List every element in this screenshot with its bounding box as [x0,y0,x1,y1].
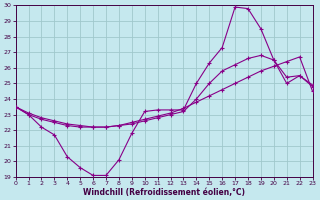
X-axis label: Windchill (Refroidissement éolien,°C): Windchill (Refroidissement éolien,°C) [83,188,245,197]
